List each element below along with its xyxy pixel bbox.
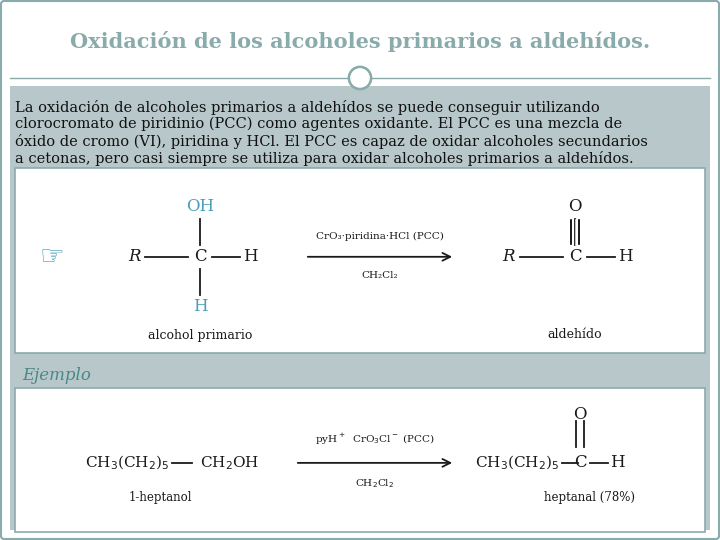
Text: H: H (243, 248, 257, 265)
Text: R: R (127, 248, 140, 265)
Text: CH$_2$Cl$_2$: CH$_2$Cl$_2$ (356, 477, 395, 490)
Text: La oxidación de alcoholes primarios a aldehídos se puede conseguir utilizando: La oxidación de alcoholes primarios a al… (15, 100, 600, 115)
Text: aldehído: aldehído (548, 328, 603, 341)
Text: clorocromato de piridinio (PCC) como agentes oxidante. El PCC es una mezcla de: clorocromato de piridinio (PCC) como age… (15, 117, 622, 131)
Text: O: O (568, 198, 582, 215)
Circle shape (351, 69, 369, 87)
Text: C: C (194, 248, 207, 265)
FancyBboxPatch shape (15, 168, 705, 353)
Text: R: R (503, 248, 516, 265)
Text: a cetonas, pero casi siempre se utiliza para oxidar alcoholes primarios a aldehí: a cetonas, pero casi siempre se utiliza … (15, 151, 634, 166)
Text: H: H (610, 454, 624, 471)
Text: heptanal (78%): heptanal (78%) (544, 491, 636, 504)
Text: C: C (574, 454, 586, 471)
Text: ☞: ☞ (40, 243, 64, 271)
Bar (10, 86, 710, 530)
Text: alcohol primario: alcohol primario (148, 328, 252, 341)
Text: CrO₃·piridina·HCl (PCC): CrO₃·piridina·HCl (PCC) (316, 232, 444, 241)
Text: pyH$^+$  CrO$_3$Cl$^-$ (PCC): pyH$^+$ CrO$_3$Cl$^-$ (PCC) (315, 432, 435, 447)
Text: H: H (618, 248, 632, 265)
Text: C: C (569, 248, 581, 265)
Text: óxido de cromo (VI), piridina y HCl. El PCC es capaz de oxidar alcoholes secunda: óxido de cromo (VI), piridina y HCl. El … (15, 134, 648, 149)
Text: CH$_3$(CH$_2$)$_5$: CH$_3$(CH$_2$)$_5$ (86, 454, 170, 472)
Text: CH$_2$OH: CH$_2$OH (200, 454, 259, 472)
Text: H: H (193, 298, 207, 315)
Text: 1-heptanol: 1-heptanol (128, 491, 192, 504)
FancyBboxPatch shape (15, 388, 705, 532)
Text: Oxidación de los alcoholes primarios a aldehídos.: Oxidación de los alcoholes primarios a a… (70, 31, 650, 52)
Text: CH$_3$(CH$_2$)$_5$: CH$_3$(CH$_2$)$_5$ (475, 454, 560, 472)
Text: CH₂Cl₂: CH₂Cl₂ (361, 271, 398, 280)
Text: OH: OH (186, 198, 214, 215)
Text: Ejemplo: Ejemplo (22, 367, 91, 384)
Text: O: O (573, 407, 587, 423)
